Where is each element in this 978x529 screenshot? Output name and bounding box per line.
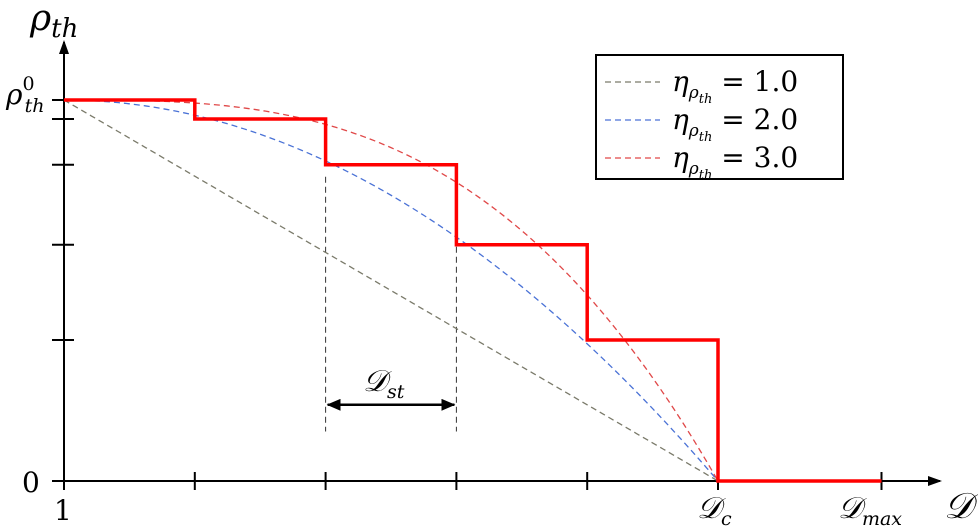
y-tick-label-top: ρ0 th bbox=[5, 73, 44, 117]
legend-label: ηρth = 1.0 bbox=[672, 65, 798, 107]
y-tick-label-zero: 0 bbox=[22, 466, 40, 499]
x-tick-label-dc: 𝒟c bbox=[697, 491, 732, 529]
x-tick-label-dmax: 𝒟max bbox=[838, 491, 902, 529]
legend-entry: ηρth = 1.0 bbox=[605, 65, 798, 107]
y-axis-title: ρth bbox=[29, 0, 78, 44]
staircase-line bbox=[64, 98, 882, 483]
dst-annotation-label: 𝒟st bbox=[363, 364, 405, 403]
legend-entry: ηρth = 3.0 bbox=[605, 141, 798, 183]
x-axis-title: 𝒟 bbox=[944, 486, 978, 527]
series-eta-1.0 bbox=[63, 99, 719, 482]
x-tick-label-origin: 1 bbox=[54, 494, 72, 527]
series-eta-3.0 bbox=[64, 99, 719, 482]
legend-entry: ηρth = 2.0 bbox=[605, 103, 798, 145]
series-eta-2.0 bbox=[63, 99, 719, 482]
legend-label: ηρth = 3.0 bbox=[672, 141, 798, 183]
legend-label: ηρth = 2.0 bbox=[672, 103, 798, 145]
